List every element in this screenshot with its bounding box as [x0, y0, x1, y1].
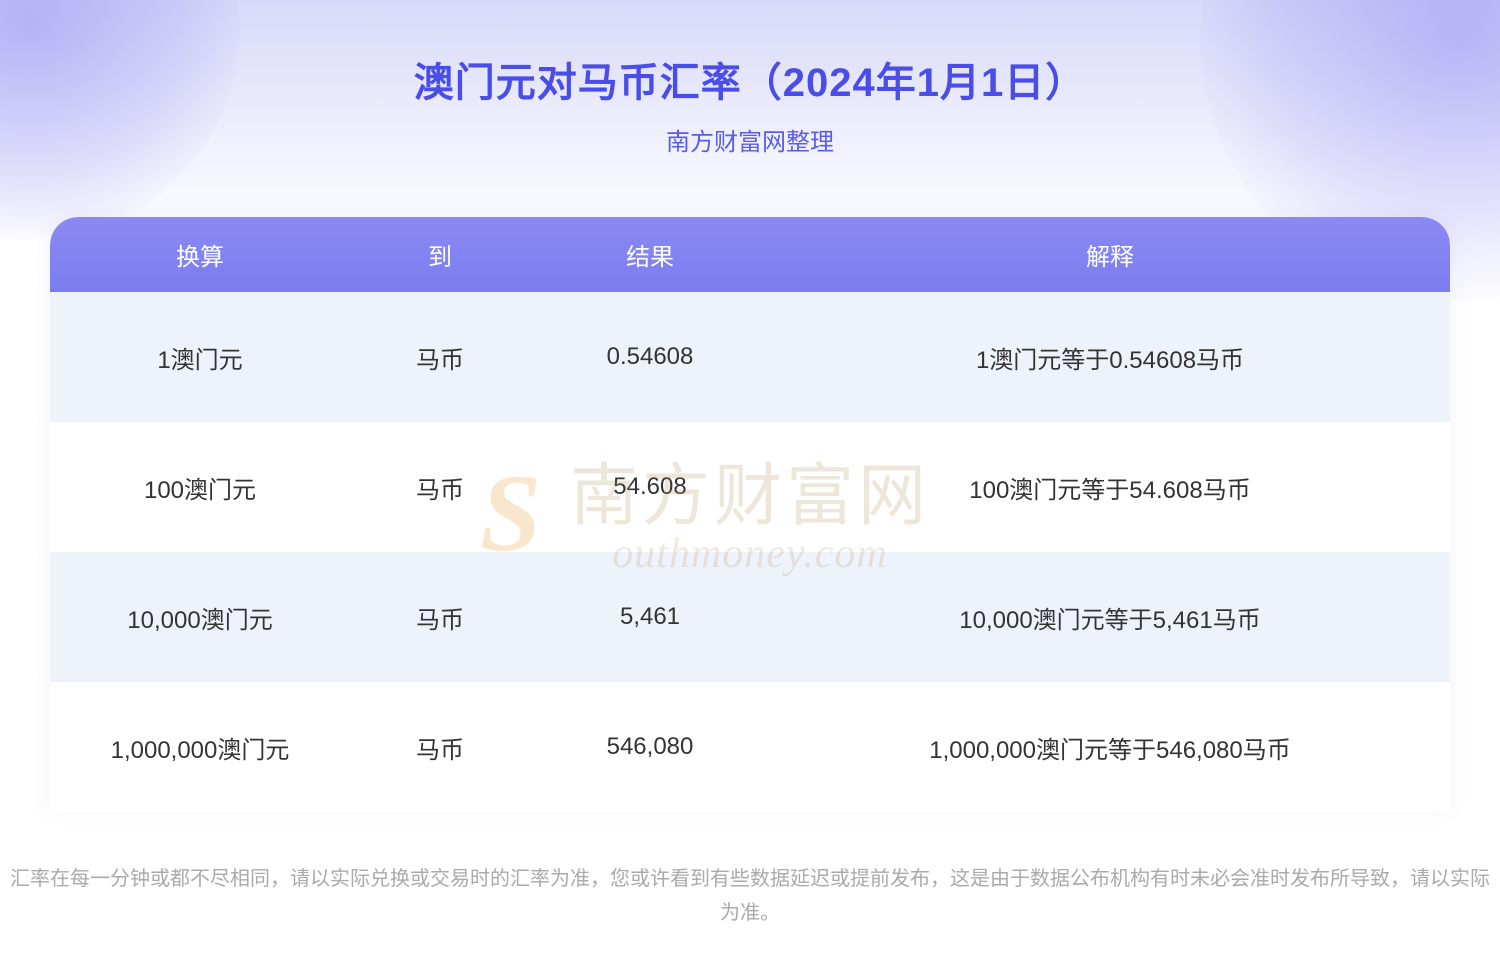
cell-to: 马币	[350, 340, 530, 375]
column-header-to: 到	[350, 237, 530, 272]
cell-to: 马币	[350, 730, 530, 765]
cell-explain: 10,000澳门元等于5,461马币	[770, 600, 1450, 635]
cell-convert: 1澳门元	[50, 340, 350, 375]
page-subtitle: 南方财富网整理	[0, 122, 1500, 157]
table-row: 1,000,000澳门元 马币 546,080 1,000,000澳门元等于54…	[50, 682, 1450, 812]
column-header-result: 结果	[530, 237, 770, 272]
page-title: 澳门元对马币汇率（2024年1月1日）	[0, 50, 1500, 108]
cell-convert: 10,000澳门元	[50, 600, 350, 635]
cell-explain: 1澳门元等于0.54608马币	[770, 340, 1450, 375]
exchange-rate-table: 换算 到 结果 解释 1澳门元 马币 0.54608 1澳门元等于0.54608…	[50, 217, 1450, 812]
table-header-row: 换算 到 结果 解释	[50, 217, 1450, 292]
cell-to: 马币	[350, 470, 530, 505]
column-header-convert: 换算	[50, 237, 350, 272]
cell-explain: 100澳门元等于54.608马币	[770, 470, 1450, 505]
cell-result: 54.608	[530, 473, 770, 501]
content-container: 澳门元对马币汇率（2024年1月1日） 南方财富网整理 换算 到 结果 解释 1…	[0, 0, 1500, 930]
disclaimer-text: 汇率在每一分钟或都不尽相同，请以实际兑换或交易时的汇率为准，您或许看到有些数据延…	[0, 862, 1500, 930]
table-row: 100澳门元 马币 54.608 100澳门元等于54.608马币	[50, 422, 1450, 552]
table-row: 1澳门元 马币 0.54608 1澳门元等于0.54608马币	[50, 292, 1450, 422]
cell-result: 0.54608	[530, 343, 770, 371]
table-row: 10,000澳门元 马币 5,461 10,000澳门元等于5,461马币	[50, 552, 1450, 682]
cell-result: 546,080	[530, 733, 770, 761]
cell-explain: 1,000,000澳门元等于546,080马币	[770, 730, 1450, 765]
cell-result: 5,461	[530, 603, 770, 631]
cell-convert: 1,000,000澳门元	[50, 730, 350, 765]
cell-to: 马币	[350, 600, 530, 635]
column-header-explain: 解释	[770, 237, 1450, 272]
cell-convert: 100澳门元	[50, 470, 350, 505]
